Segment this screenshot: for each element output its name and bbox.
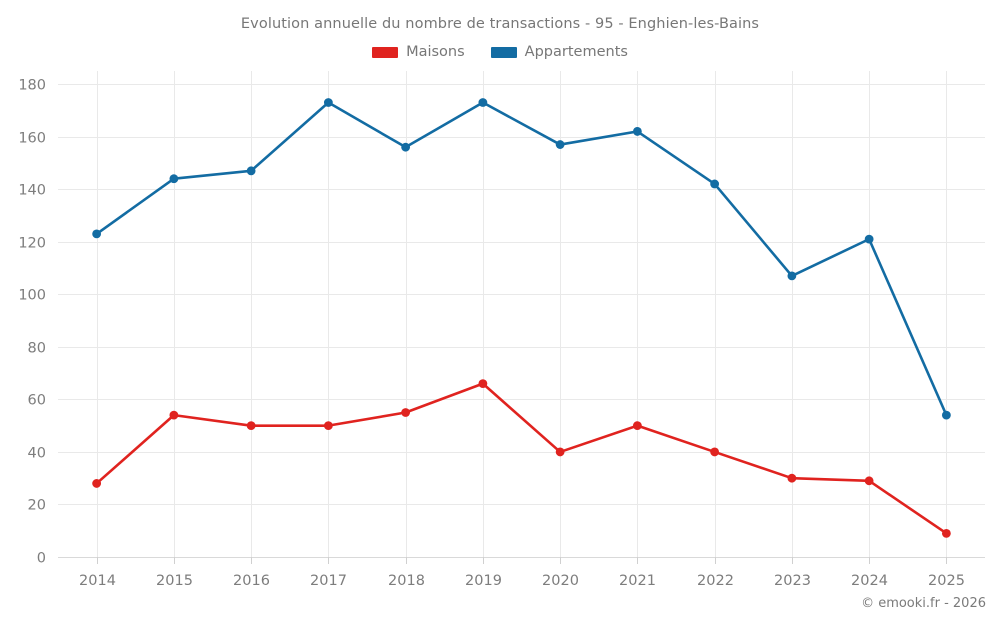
x-axis-tick-label: 2025 bbox=[928, 573, 965, 589]
x-axis-tick-label: 2018 bbox=[388, 573, 425, 589]
y-axis-tick-label: 100 bbox=[18, 288, 46, 304]
data-point-appartements[interactable] bbox=[323, 98, 333, 107]
data-point-maisons[interactable] bbox=[401, 408, 411, 417]
x-axis-tick-label: 2017 bbox=[310, 573, 347, 589]
y-axis-tick-label: 0 bbox=[37, 551, 46, 567]
data-point-appartements[interactable] bbox=[941, 410, 951, 420]
data-point-appartements[interactable] bbox=[401, 142, 411, 152]
data-point-maisons[interactable] bbox=[787, 473, 797, 483]
y-axis-tick-label: 20 bbox=[28, 498, 46, 514]
data-point-appartements[interactable] bbox=[787, 271, 797, 281]
y-axis-tick-label: 180 bbox=[18, 78, 46, 94]
data-point-appartements[interactable] bbox=[632, 127, 642, 136]
legend-label-maisons: Maisons bbox=[406, 44, 465, 60]
x-axis-tick-label: 2014 bbox=[79, 573, 116, 589]
data-point-maisons[interactable] bbox=[169, 410, 179, 420]
data-point-appartements[interactable] bbox=[555, 140, 565, 149]
x-axis-tick-label: 2024 bbox=[851, 573, 888, 589]
x-axis-tick-label: 2016 bbox=[233, 573, 270, 589]
data-point-appartements[interactable] bbox=[169, 174, 179, 184]
x-axis-tick-label: 2015 bbox=[156, 573, 193, 589]
data-point-maisons[interactable] bbox=[632, 421, 642, 431]
data-point-appartements[interactable] bbox=[864, 234, 874, 244]
series-line-appartements bbox=[95, 101, 948, 417]
x-axis-tick-label: 2020 bbox=[542, 573, 579, 589]
chart-legend: Maisons Appartements bbox=[0, 44, 1000, 60]
data-point-maisons[interactable] bbox=[92, 479, 102, 488]
x-axis-tick-label: 2021 bbox=[619, 573, 656, 589]
data-point-maisons[interactable] bbox=[323, 421, 333, 431]
legend-item-appartements[interactable]: Appartements bbox=[490, 44, 628, 60]
y-axis-tick-label: 80 bbox=[28, 341, 46, 357]
x-axis-tick-label: 2023 bbox=[774, 573, 811, 589]
data-point-maisons[interactable] bbox=[478, 379, 488, 389]
series-line-maisons bbox=[95, 382, 948, 535]
data-point-appartements[interactable] bbox=[710, 179, 720, 189]
legend-swatch-maisons bbox=[372, 46, 399, 58]
data-point-maisons[interactable] bbox=[941, 528, 951, 538]
data-point-appartements[interactable] bbox=[246, 166, 256, 176]
data-point-maisons[interactable] bbox=[864, 476, 874, 486]
data-point-appartements[interactable] bbox=[478, 98, 488, 107]
y-axis-tick-label: 40 bbox=[28, 446, 46, 462]
legend-item-maisons[interactable]: Maisons bbox=[372, 44, 465, 60]
data-point-maisons[interactable] bbox=[710, 447, 720, 457]
legend-swatch-appartements bbox=[490, 46, 517, 58]
data-point-maisons[interactable] bbox=[555, 447, 565, 457]
x-axis-tick-label: 2022 bbox=[697, 573, 734, 589]
data-point-maisons[interactable] bbox=[246, 421, 256, 431]
x-axis-tick-label: 2019 bbox=[465, 573, 502, 589]
y-axis-tick-label: 120 bbox=[18, 236, 46, 252]
data-point-appartements[interactable] bbox=[92, 229, 102, 239]
footer-credit: © emooki.fr - 2026 bbox=[861, 596, 986, 611]
y-axis-tick-label: 160 bbox=[18, 131, 46, 147]
y-axis-tick-label: 60 bbox=[28, 393, 46, 409]
legend-label-appartements: Appartements bbox=[524, 44, 628, 60]
chart-title: Evolution annuelle du nombre de transact… bbox=[240, 16, 760, 32]
y-axis-tick-label: 140 bbox=[18, 183, 46, 199]
